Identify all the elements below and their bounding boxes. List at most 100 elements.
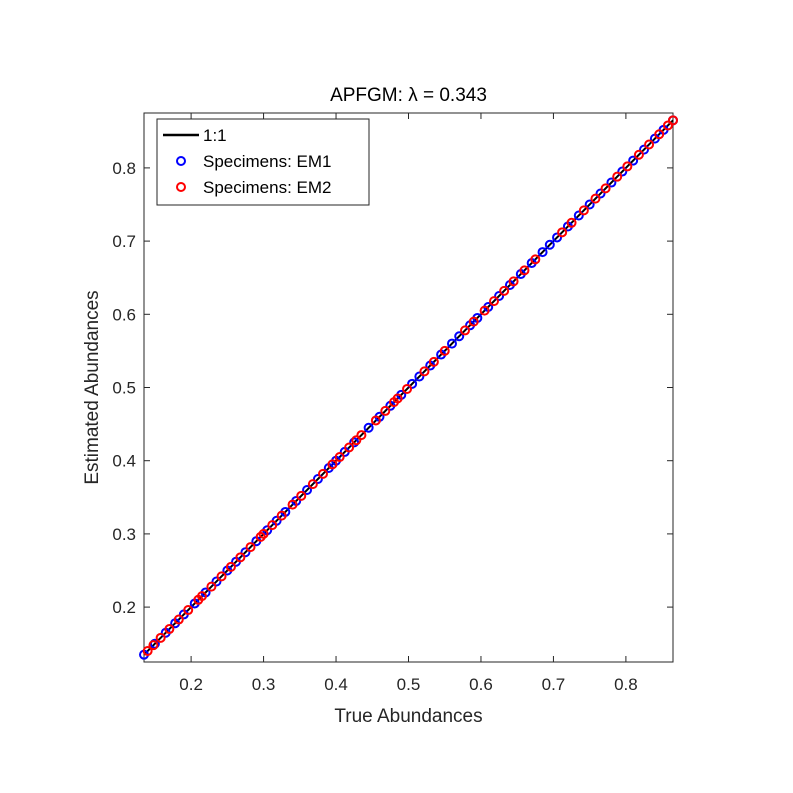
data-point [633,149,644,160]
legend-label: Specimens: EM1 [203,152,332,171]
data-point [600,183,611,194]
data-point [590,193,601,204]
data-point [148,640,159,651]
data-point [392,393,403,404]
data-point [356,430,367,441]
data-point [578,205,589,216]
series-2 [142,115,678,657]
data-point [508,276,519,287]
data-point [595,188,606,199]
data-point [639,144,650,155]
data-point [317,468,328,479]
data-point [211,576,222,587]
y-tick-label: 0.4 [112,452,136,471]
legend-box [156,118,370,206]
data-point [173,614,184,625]
data-point [662,120,673,131]
data-point [351,435,362,446]
legend-marker-swatch [176,182,186,192]
data-point [240,547,251,558]
data-point [149,638,160,649]
data-point [349,437,360,448]
data-point [494,291,505,301]
data-point [654,129,665,140]
data-point [428,356,439,367]
data-point [552,232,563,243]
data-point [312,474,323,484]
data-point [573,210,584,221]
data-point [235,552,246,563]
data-point [668,115,678,126]
data-point [460,325,471,336]
data-point [617,166,628,177]
data-point [446,338,457,349]
data-point [327,459,338,470]
data-point [196,591,207,602]
x-tick-label: 0.5 [397,675,421,694]
legend-marker-swatch [176,156,186,166]
data-point [258,528,269,539]
x-tick-label: 0.4 [324,675,348,694]
data-point [402,383,413,394]
data-point [363,422,374,433]
chart-title: APFGM: λ = 0.343 [330,85,487,106]
data-point [606,177,617,188]
data-point [622,161,633,172]
data-point [296,490,307,501]
x-tick-label: 0.6 [469,675,493,694]
data-point [454,331,465,342]
data-point [537,247,548,258]
data-point [334,452,345,463]
data-point [407,378,418,389]
data-point [628,155,639,166]
data-point [468,316,479,327]
data-point [344,442,355,453]
data-point [644,139,655,150]
y-tick-label: 0.8 [112,159,136,178]
data-point [164,624,175,635]
legend-label: Specimens: EM2 [203,178,332,197]
y-tick-label: 0.3 [112,525,136,544]
data-point [276,510,287,521]
data-point [544,239,555,250]
x-tick-label: 0.3 [252,675,276,694]
y-tick-label: 0.7 [112,232,136,251]
x-axis-title: True Abundances [334,706,482,727]
data-point [183,605,194,616]
legend: 1:1 Specimens: EM1 Specimens: EM2 [156,118,370,206]
x-tick-label: 0.8 [614,675,638,694]
data-point [566,217,577,228]
data-point [612,171,623,182]
data-point [380,405,391,416]
data-point [142,646,153,657]
data-point [155,632,166,643]
data-point [287,499,298,510]
data-point [479,305,490,316]
y-tick-label: 0.5 [112,379,136,398]
data-point [530,254,541,265]
data-point [267,520,278,531]
data-point [302,484,313,495]
x-tick-label: 0.2 [179,675,203,694]
legend-label: 1:1 [203,126,227,145]
data-point [206,581,217,592]
data-point [245,542,256,553]
data-point [499,285,510,296]
y-axis-title: Estimated Abundances [82,290,103,484]
data-point [584,199,595,210]
data-point [439,345,450,356]
data-point [414,371,425,382]
data-point [307,479,318,490]
data-point [370,415,381,426]
data-point [519,265,530,276]
data-point [489,296,500,307]
data-point [216,571,227,582]
x-tick-label: 0.7 [542,675,566,694]
y-tick-label: 0.2 [112,598,136,617]
y-tick-label: 0.6 [112,305,136,324]
reference-line-1-1 [143,119,674,656]
data-point [557,227,568,238]
data-point [225,561,236,572]
data-point [419,366,430,377]
